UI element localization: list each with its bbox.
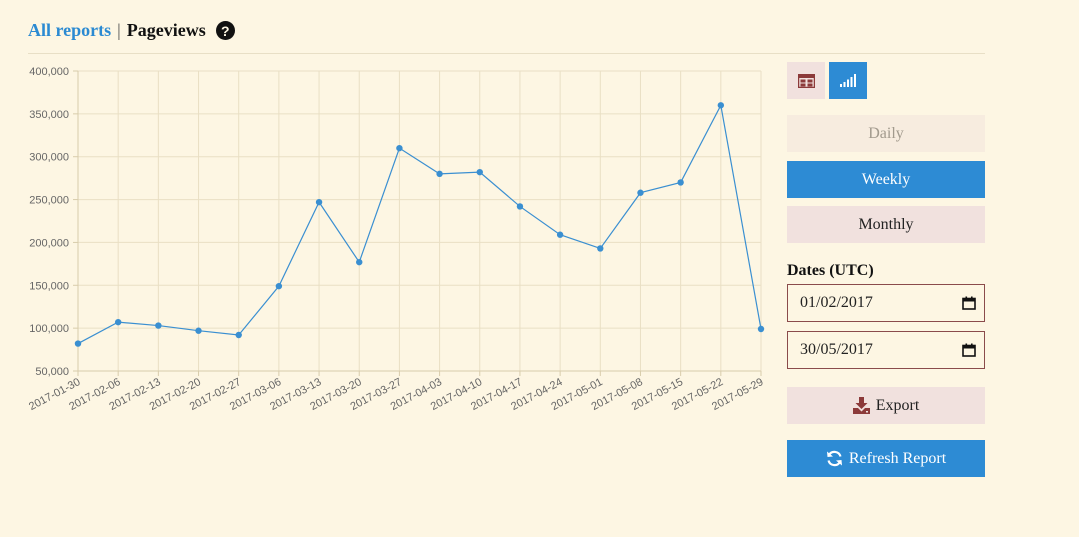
page-title: Pageviews: [126, 20, 206, 40]
start-date-value: 01/02/2017: [800, 294, 873, 311]
data-point: [74, 340, 82, 347]
end-date-value: 30/05/2017: [800, 341, 873, 358]
data-point: [195, 327, 202, 334]
data-point: [476, 168, 483, 176]
data-point: [516, 203, 524, 210]
help-icon[interactable]: ?: [215, 21, 235, 40]
data-point: [356, 258, 363, 266]
breadcrumb: All reports | Pageviews ?: [28, 20, 235, 41]
y-tick-label: 250,000: [29, 195, 69, 207]
daily-button[interactable]: Daily: [787, 115, 985, 152]
view-toggle: [787, 62, 985, 99]
data-point: [556, 231, 564, 238]
refresh-label: Refresh Report: [848, 449, 947, 467]
header-divider: [28, 53, 985, 54]
data-point: [275, 282, 283, 290]
bar-chart-icon: [840, 74, 856, 87]
series-line: [77, 103, 762, 345]
refresh-report-button[interactable]: Refresh Report: [787, 440, 985, 477]
y-tick-label: 200,000: [29, 237, 69, 249]
data-point: [597, 245, 604, 252]
controls-panel: Daily Weekly Monthly Dates (UTC) 01/02/2…: [787, 62, 985, 477]
weekly-button[interactable]: Weekly: [787, 161, 985, 198]
data-point: [396, 144, 403, 152]
all-reports-link[interactable]: All reports: [28, 20, 112, 40]
data-point: [315, 198, 323, 206]
data-point: [757, 325, 765, 333]
data-point: [235, 331, 242, 339]
data-point: [114, 318, 122, 326]
start-date-input[interactable]: 01/02/2017: [787, 284, 985, 322]
calendar-icon[interactable]: [962, 296, 976, 310]
y-tick-label: 350,000: [29, 109, 69, 121]
table-icon: [797, 73, 815, 88]
breadcrumb-separator: |: [117, 20, 121, 40]
chart-view-button[interactable]: [829, 62, 867, 99]
y-tick-label: 100,000: [29, 323, 69, 335]
data-point: [155, 322, 162, 329]
data-point: [677, 179, 684, 186]
y-tick-label: 50,000: [35, 366, 69, 378]
monthly-button[interactable]: Monthly: [787, 206, 985, 243]
data-point: [436, 170, 443, 178]
export-button[interactable]: Export: [787, 387, 985, 424]
refresh-icon: [826, 450, 842, 467]
y-tick-label: 400,000: [29, 66, 69, 78]
calendar-icon[interactable]: [962, 343, 976, 357]
y-tick-label: 300,000: [29, 152, 69, 164]
export-label: Export: [875, 396, 920, 414]
pageviews-line-chart: 50,000 100,000 150,000 200,000 250,000 300,00…: [27, 66, 765, 413]
table-view-button[interactable]: [787, 62, 825, 99]
download-icon: [852, 397, 870, 414]
dates-label: Dates (UTC): [787, 262, 874, 279]
data-point: [637, 189, 644, 196]
data-point: [717, 102, 725, 109]
end-date-input[interactable]: 30/05/2017: [787, 331, 985, 369]
y-tick-label: 150,000: [29, 280, 69, 292]
